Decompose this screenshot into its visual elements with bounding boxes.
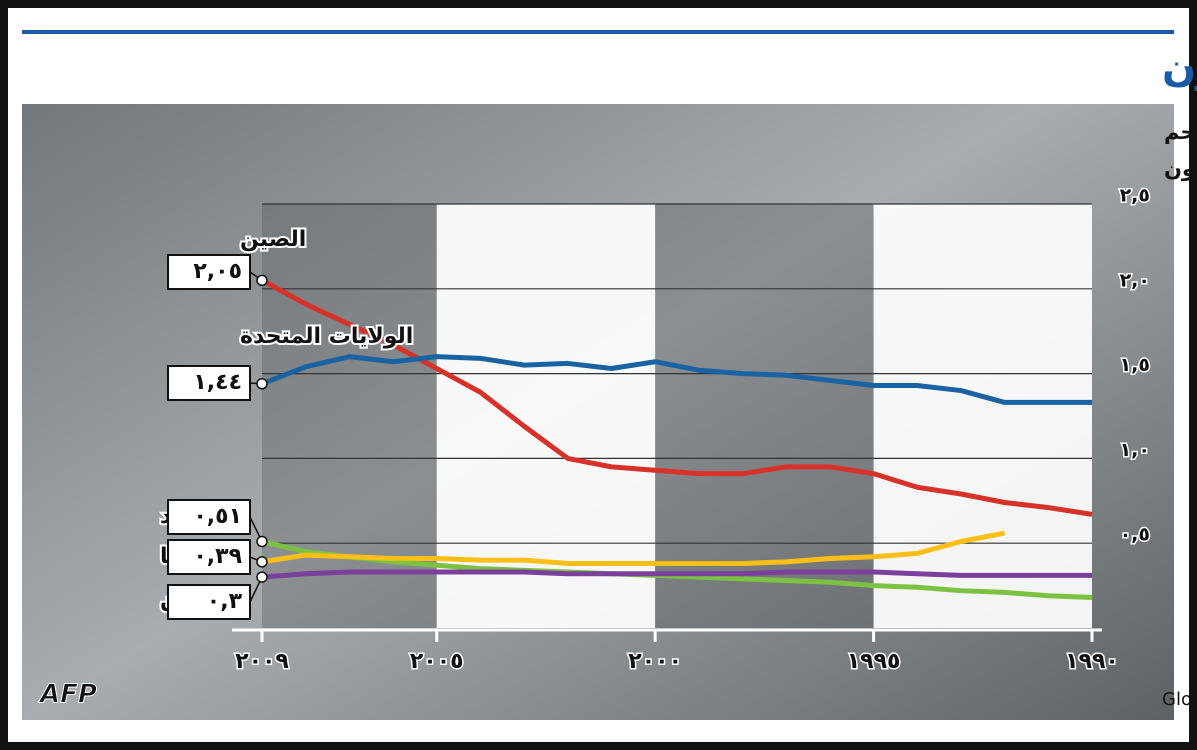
x-tick-label: ١٩٩٠ [1065,649,1119,674]
legend-label: الصين [240,227,306,252]
value-label: ٢,٠٥ [193,259,242,284]
title-rule [22,30,1174,34]
end-point [257,557,267,567]
x-tick-label: ٢٠٠٩ [235,649,289,674]
chart-title: الدول الخمس الاكثر تسببا لانبعاثات ثاني … [1162,45,1197,91]
value-label: ٠,٣٩ [193,544,242,569]
end-point [257,275,267,285]
y-tick-label: ١,٠ [1120,439,1150,461]
y-tick-label: ٠,٥ [1120,524,1150,546]
x-tick-label: ٢٠٠٥ [410,649,464,674]
y-tick-label: ٢,٠ [1120,269,1150,291]
legend-label: الولايات المتحدة [240,324,413,349]
end-point [257,379,267,389]
x-tick-label: ٢٠٠٠ [628,649,682,674]
subtitle: انبعثات ثاني اكسيد الكربون الناتجة عن اح… [1164,120,1197,144]
page: الدول الخمس الاكثر تسببا لانبعاثات ثاني … [0,0,1197,750]
source: المصدر: Global Carbon Project [1162,689,1197,710]
value-label: ١,٤٤ [193,370,242,395]
title-bar [22,22,1174,104]
chart: الدول الخمس الاكثر تسببا لانبعاثات ثاني … [0,0,1197,750]
end-point [257,572,267,582]
x-tick-label: ١٩٩٥ [847,649,901,674]
value-label: ٠,٥١ [193,504,242,529]
logo: AFP [38,680,97,710]
plot: ٠,٥ ١,٠ ١,٥ ٢,٠ ٢,٥ ٢٠٠٩ ٢٠٠٥ ٢٠٠٠ ١٩٩٥ ١٩٩٠ الصين… [160,185,1150,675]
value-label: ٠,٣ [207,589,243,614]
y-tick-label: ١,٥ [1120,354,1150,376]
subtitle: بمليارات الاطنان من الكربون [1164,157,1197,181]
y-tick-label: ٢,٥ [1120,185,1150,207]
end-point [257,537,267,547]
band [874,204,1092,628]
